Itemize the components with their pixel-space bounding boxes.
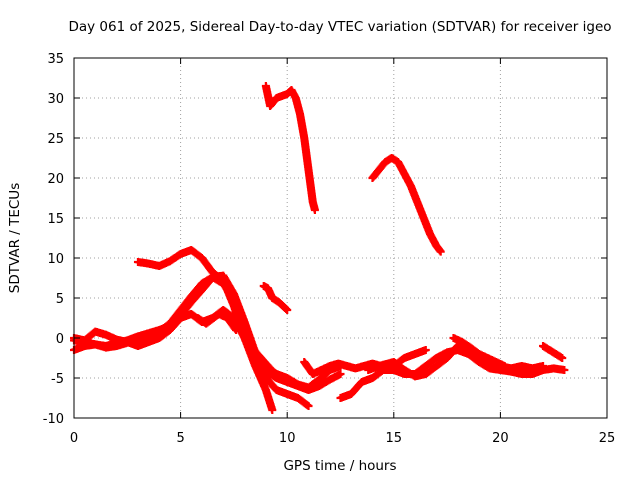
series-track-9: [368, 154, 445, 256]
x-tick-label: 15: [386, 431, 403, 446]
plot-border: [73, 57, 608, 419]
data-point: [500, 362, 509, 370]
y-tick-label: 25: [47, 132, 64, 147]
data-point: [560, 366, 569, 374]
data-point: [336, 370, 345, 378]
series-track-2: [70, 271, 345, 392]
series-track-14: [539, 342, 567, 362]
y-tick-label: 15: [47, 212, 64, 227]
axis-ticks: 0 5 10 15 20 25 -10 -5 0 5 10 15 20 25 30 35: [43, 52, 616, 446]
series-track-3: [70, 306, 313, 410]
x-tick-label: 20: [492, 431, 509, 446]
y-axis-label: SDTVAR / TECUs: [7, 183, 23, 293]
data-point: [232, 326, 241, 334]
y-tick-label: 0: [56, 332, 64, 347]
series-track-13: [449, 334, 509, 370]
data-point: [283, 306, 292, 314]
series-track-5: [193, 310, 241, 334]
series-track-7: [261, 82, 319, 214]
data-point: [310, 206, 319, 214]
x-axis-label: GPS time / hours: [283, 458, 396, 474]
series-track-8: [259, 282, 292, 314]
y-tick-label: 35: [47, 52, 64, 67]
y-tick-label: 30: [47, 92, 64, 107]
x-tick-label: 0: [70, 431, 78, 446]
data-point: [304, 402, 313, 410]
x-tick-label: 10: [279, 431, 296, 446]
series-track-6: [246, 342, 275, 373]
y-tick-label: 5: [56, 292, 64, 307]
y-tick-label: 10: [47, 252, 64, 267]
series-track-4: [133, 246, 277, 414]
data-point: [268, 406, 277, 414]
data-point: [558, 354, 567, 362]
y-tick-label: 20: [47, 172, 64, 187]
data-point: [421, 346, 430, 354]
grid-lines: [74, 58, 607, 418]
chart-title: Day 061 of 2025, Sidereal Day-to-day VTE…: [68, 19, 611, 35]
data-points: [70, 82, 569, 414]
x-tick-label: 5: [176, 431, 184, 446]
data-point: [539, 362, 548, 370]
data-point: [436, 247, 445, 256]
y-tick-label: -10: [43, 412, 64, 427]
x-tick-label: 25: [599, 431, 616, 446]
data-point: [266, 364, 275, 373]
y-tick-label: -5: [51, 372, 64, 387]
